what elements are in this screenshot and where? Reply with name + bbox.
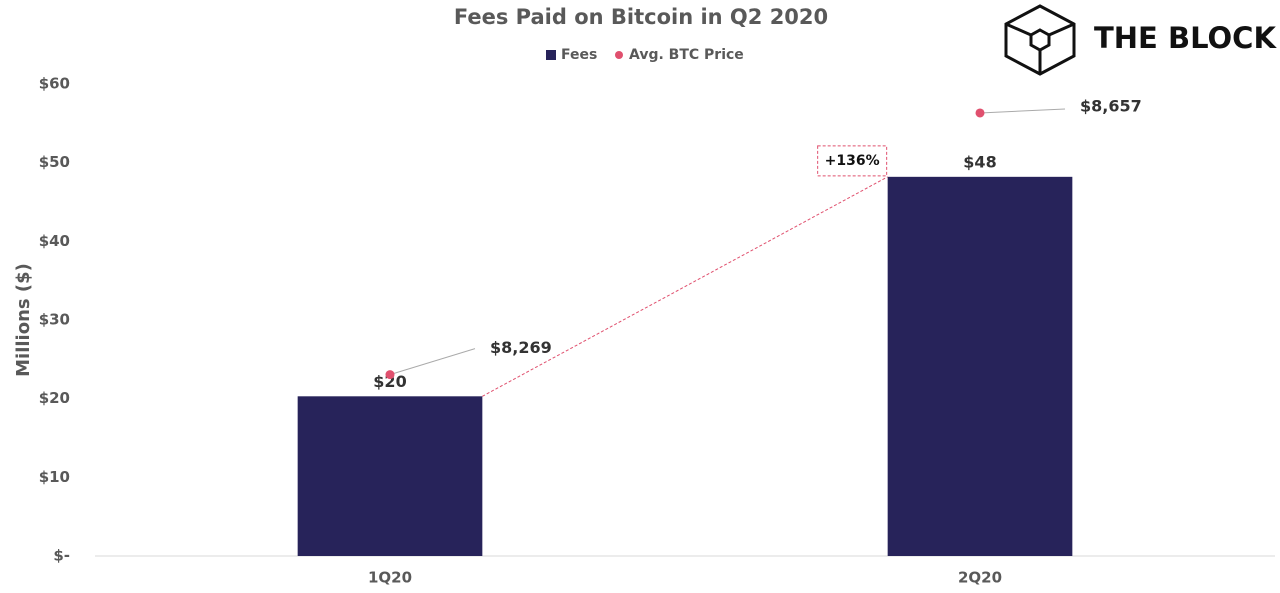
legend-label: Avg. BTC Price: [629, 47, 744, 63]
chart-title: Fees Paid on Bitcoin in Q2 2020: [454, 5, 828, 29]
legend-label: Fees: [561, 47, 597, 63]
y-tick-label: $20: [39, 389, 70, 407]
bar: [887, 176, 1073, 556]
leader-line: [979, 108, 1066, 114]
y-tick-label: $60: [39, 75, 70, 93]
data-label: $20: [373, 372, 406, 391]
data-label: $8,657: [1080, 96, 1142, 115]
y-tick-label: $30: [39, 311, 70, 329]
annotation-box: [817, 145, 888, 177]
leader-line: [389, 348, 476, 376]
y-tick-label: $-: [53, 547, 70, 565]
bar: [297, 396, 483, 556]
x-tick-label: 1Q20: [368, 569, 412, 587]
x-tick-label: 2Q20: [958, 569, 1002, 587]
data-label: $48: [963, 152, 996, 171]
legend-marker: [546, 50, 556, 60]
y-tick-label: $50: [39, 153, 70, 171]
logo: THE BLOCK: [1004, 4, 1277, 76]
price-point: [385, 370, 395, 380]
logo-icon: [1029, 28, 1051, 52]
annotation: +136%: [825, 153, 880, 169]
price-point: [975, 108, 985, 118]
logo-icon: [1005, 22, 1075, 74]
logo-text: THE BLOCK: [1094, 21, 1277, 55]
data-label: $8,269: [490, 338, 552, 357]
y-axis-label: Millions ($): [13, 263, 34, 377]
change-line: [482, 176, 888, 397]
legend-marker: [615, 51, 623, 59]
y-tick-label: $40: [39, 232, 70, 250]
y-tick-label: $10: [39, 468, 70, 486]
